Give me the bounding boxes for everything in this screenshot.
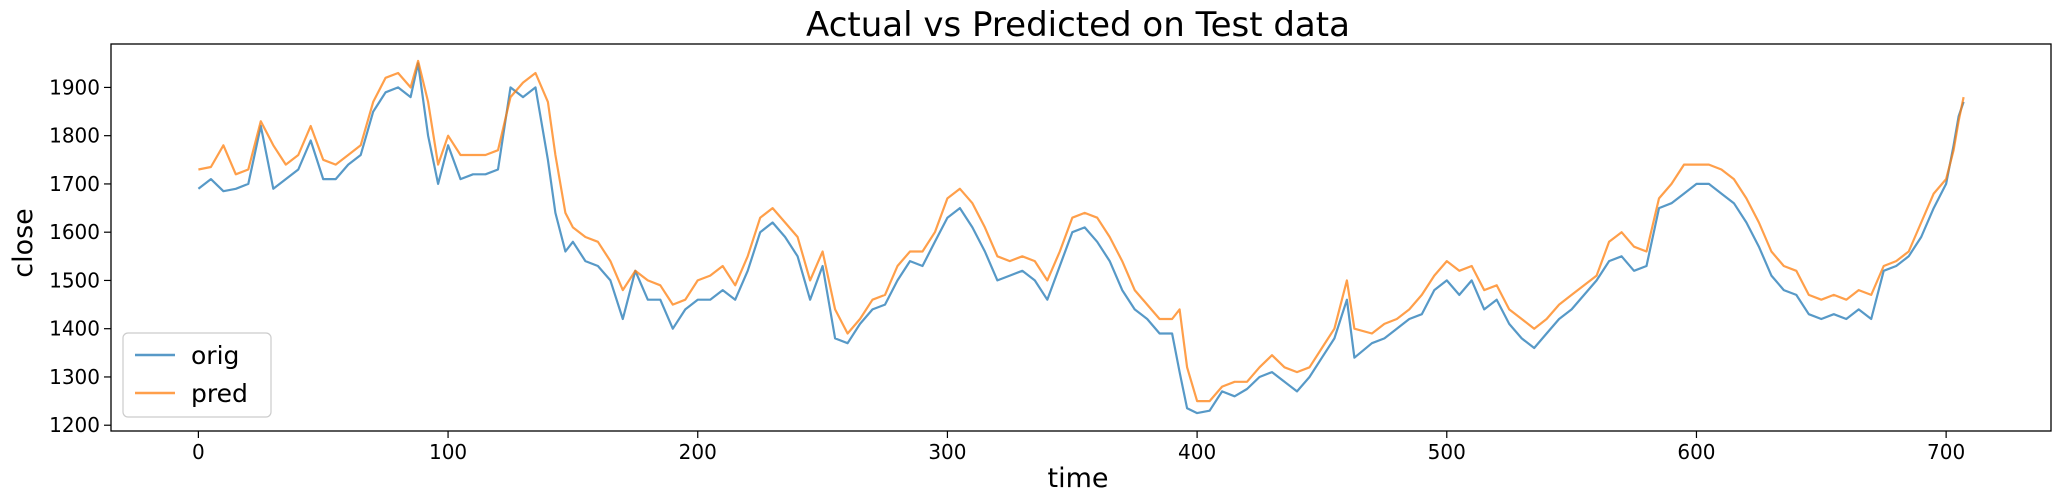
- x-axis: 0 100 200 300 400 500 600 700: [192, 431, 1965, 464]
- y-axis-label: close: [8, 208, 39, 278]
- series-line-orig: [197, 62, 1965, 415]
- x-tick-label: 700: [1927, 440, 1965, 464]
- y-tick-label: 1400: [49, 317, 100, 341]
- y-tick-label: 1900: [49, 75, 100, 99]
- y-tick-label: 1700: [49, 172, 100, 196]
- x-tick-label: 500: [1428, 440, 1466, 464]
- legend: orig pred: [122, 332, 272, 418]
- x-tick-label: 300: [928, 440, 966, 464]
- plot-frame: [110, 43, 2052, 432]
- legend-label-orig: orig: [191, 341, 239, 370]
- series-line-pred: [198, 59, 1965, 403]
- y-tick-label: 1200: [49, 413, 100, 437]
- x-tick-label: 200: [679, 440, 717, 464]
- y-tick-label: 1600: [49, 220, 100, 244]
- y-axis: 1200 1300 1400 1500 1600 1700 1800 1900: [49, 75, 111, 437]
- legend-label-pred: pred: [191, 379, 248, 408]
- x-axis-label: time: [1047, 463, 1108, 494]
- y-tick-label: 1500: [49, 268, 100, 292]
- x-tick-label: 100: [429, 440, 467, 464]
- x-tick-label: 600: [1677, 440, 1715, 464]
- x-tick-label: 0: [192, 440, 205, 464]
- y-tick-label: 1800: [49, 124, 100, 148]
- x-tick-label: 400: [1178, 440, 1216, 464]
- y-tick-label: 1300: [49, 365, 100, 389]
- plot-area: [197, 59, 1965, 415]
- chart-title: Actual vs Predicted on Test data: [806, 5, 1350, 45]
